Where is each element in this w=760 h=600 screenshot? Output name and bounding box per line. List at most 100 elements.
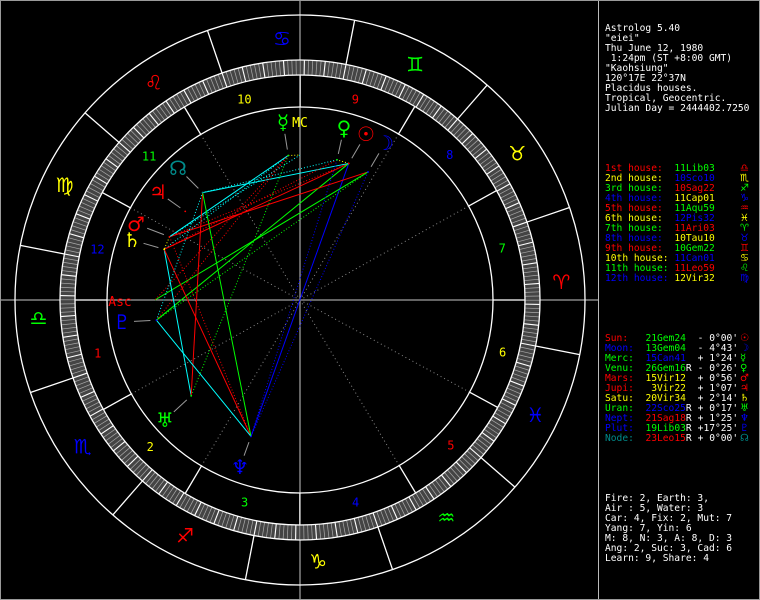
sign-boundary (457, 84, 488, 120)
degree-tick (64, 253, 80, 258)
degree-tick (346, 520, 351, 535)
degree-tick (113, 148, 126, 159)
degree-tick (517, 237, 532, 243)
degree-tick (422, 488, 431, 502)
sign-boundary (84, 112, 120, 143)
planet-pointer (243, 441, 250, 456)
saturn-icon-wheel: ♄ (123, 228, 141, 252)
pisces-icon: ♓ (526, 403, 544, 427)
house-label: 8th house: (605, 233, 663, 244)
planet-point (336, 158, 338, 161)
house-row: 7th house: 11Ari03 ♈ (605, 224, 757, 234)
degree-tick (522, 331, 538, 334)
house-cusp: 10Gem22 (674, 243, 715, 254)
planet-pointer (133, 319, 151, 322)
degree-tick (161, 483, 172, 497)
degree-tick (141, 469, 153, 482)
planet-latitude: + 0°00' (697, 433, 739, 444)
degree-tick (60, 311, 76, 313)
degree-tick (187, 87, 195, 102)
capricorn-icon: ♑ (309, 549, 327, 573)
house-label: 9th house: (605, 243, 663, 254)
degree-tick (169, 98, 178, 112)
neptune-icon-wheel: ♆ (231, 455, 249, 479)
degree-tick (503, 394, 518, 402)
degree-tick (492, 415, 506, 425)
degree-tick (508, 384, 523, 391)
degree-tick (511, 376, 526, 383)
house-number: 1 (94, 347, 101, 361)
planet-position: 21Gem24 (645, 333, 686, 344)
jupiter-icon-wheel: ♃ (149, 180, 167, 204)
degree-tick (98, 422, 112, 431)
house-cusp (469, 391, 499, 408)
degree-tick (158, 481, 169, 495)
degree-tick (447, 118, 459, 131)
degree-tick (376, 511, 383, 526)
degree-tick (165, 100, 175, 114)
planet-row: Jupi: 3Vir22 + 1°07' ♃ (605, 384, 757, 394)
sign-boundary (345, 20, 356, 65)
degree-tick (60, 291, 76, 293)
planet-latitude: - 4°43' (697, 343, 739, 354)
degree-tick (380, 510, 387, 525)
degree-tick (72, 372, 88, 379)
degree-tick (270, 61, 274, 77)
planet-point (201, 191, 204, 194)
scorpio-icon: ♏ (74, 434, 92, 458)
degree-tick (402, 86, 410, 100)
degree-tick (103, 428, 116, 438)
degree-tick (168, 488, 178, 502)
aspect-line-conjunction (336, 159, 349, 164)
degree-tick (213, 509, 220, 525)
info-panel: Astrolog 5.40 "eiei" Thu June 12, 1980 1:2… (605, 4, 757, 584)
degree-tick (516, 361, 531, 367)
degree-tick (380, 75, 387, 91)
aspect-line-trine (156, 171, 369, 321)
degree-tick (311, 524, 313, 540)
degree-tick (444, 472, 455, 485)
house-label: 10th house: (605, 253, 669, 264)
planet-latitude: + 0°56' (697, 373, 739, 384)
degree-tick (129, 458, 142, 470)
info-line: 1:24pm (ST +8:00 GMT) (605, 53, 733, 64)
planet-point (250, 435, 252, 438)
degree-tick (145, 115, 156, 128)
degree-tick (62, 334, 78, 338)
sign-boundary (206, 30, 223, 74)
info-line: 120°17E 22°37N (605, 73, 686, 84)
degree-tick (77, 209, 92, 216)
degree-tick (138, 466, 150, 479)
degree-tick (496, 183, 511, 192)
sun-icon: ☉ (740, 333, 749, 344)
degree-tick (133, 126, 145, 139)
degree-tick (245, 519, 250, 534)
degree-tick (139, 121, 150, 133)
degree-tick (85, 401, 100, 410)
degree-tick (461, 456, 473, 468)
info-line: Julian Day = 2444402.7250 (605, 103, 750, 114)
aspect-line-square (190, 192, 204, 396)
degree-tick (96, 418, 110, 428)
degree-tick (92, 179, 106, 188)
degree-tick (221, 72, 228, 88)
degree-tick (75, 380, 90, 387)
degree-tick (225, 513, 231, 529)
degree-tick (60, 286, 76, 289)
planet-latitude: + 1°25' (697, 413, 739, 424)
planet-latitude: + 0°17' (697, 403, 739, 414)
degree-tick (274, 61, 278, 77)
gemini-icon: ♊ (740, 243, 749, 254)
aries-icon: ♈ (552, 270, 570, 294)
planet-list: Sun: 21Gem24 - 0°00' ☉ Moon: 13Gem04 - 4°4… (605, 334, 757, 444)
planet-pointer (351, 144, 361, 159)
degree-tick (507, 206, 522, 213)
degree-tick (412, 494, 421, 509)
degree-tick (488, 422, 502, 432)
degree-tick (80, 390, 95, 398)
degree-tick (511, 217, 526, 224)
degree-tick (121, 138, 134, 150)
sun-icon-wheel: ☉ (357, 122, 375, 146)
degree-tick (408, 90, 417, 104)
house-number: 4 (352, 495, 359, 509)
